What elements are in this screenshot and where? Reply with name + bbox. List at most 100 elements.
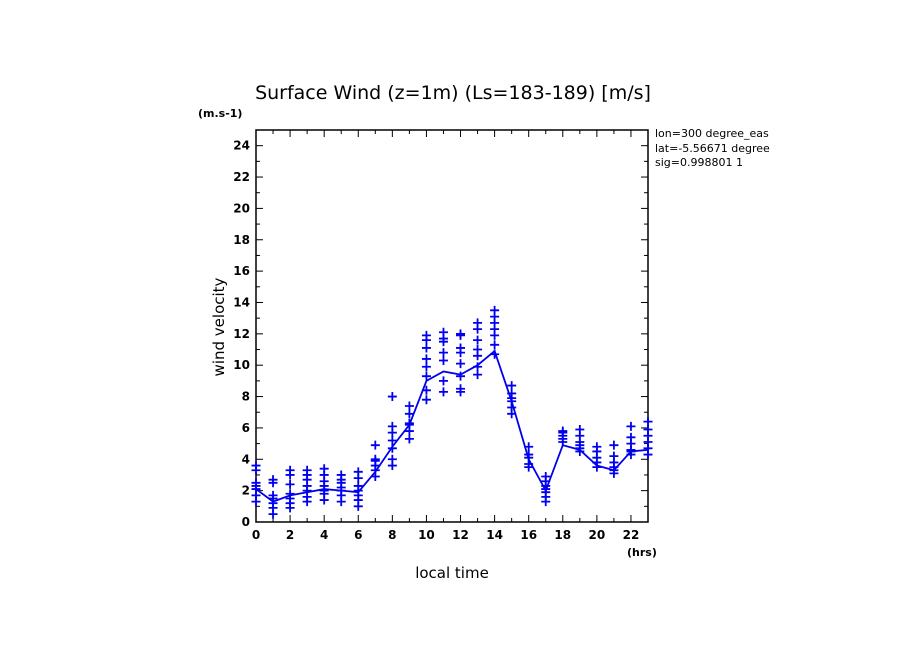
scatter-point	[421, 371, 431, 381]
scatter-point	[507, 381, 517, 391]
scatter-point	[473, 335, 483, 345]
y-tick-label: 10	[233, 358, 250, 372]
x-tick-label: 0	[252, 528, 260, 542]
scatter-point	[353, 481, 363, 491]
y-tick-label: 8	[242, 390, 250, 404]
mean-series-line	[255, 349, 649, 503]
scatter-point	[353, 467, 363, 477]
scatter-point	[575, 424, 585, 434]
x-tick-label: 22	[623, 528, 640, 542]
scatter-point	[404, 418, 414, 428]
x-tick-label: 18	[554, 528, 571, 542]
scatter-point	[473, 318, 483, 328]
scatter-point	[456, 343, 466, 353]
plot-frame	[255, 129, 649, 523]
scatter-point	[370, 454, 380, 464]
scatter-point	[438, 376, 448, 386]
scatter-point	[251, 461, 261, 471]
scatter-point	[626, 432, 636, 442]
x-unit-label: (hrs)	[627, 546, 657, 559]
scatter-point	[456, 384, 466, 394]
scatter-point	[285, 465, 295, 475]
scatter-point	[473, 362, 483, 372]
info-lat: lat=-5.56671 degree	[655, 142, 770, 155]
x-tick-label: 20	[589, 528, 606, 542]
info-text-block: lon=300 degree_eas lat=-5.56671 degree s…	[655, 127, 770, 169]
scatter-point	[490, 349, 500, 359]
scatter-point	[404, 409, 414, 419]
x-tick-label: 12	[452, 528, 469, 542]
scatter-point	[643, 417, 653, 427]
x-axis-label: local time	[415, 564, 489, 582]
x-tick-label: 2	[286, 528, 294, 542]
scatter-point	[490, 305, 500, 315]
chart-title: Surface Wind (z=1m) (Ls=183-189) [m/s]	[255, 82, 651, 104]
scatter-point	[456, 329, 466, 339]
scatter-point	[387, 392, 397, 402]
scatter-point	[285, 479, 295, 489]
scatter-point	[558, 426, 568, 436]
y-tick-label: 6	[242, 421, 250, 435]
y-tick-label: 12	[233, 327, 250, 341]
scatter-point	[319, 464, 329, 474]
scatter-point	[438, 355, 448, 365]
scatter-point	[438, 327, 448, 337]
y-tick-label: 22	[233, 170, 250, 184]
scatter-point	[643, 424, 653, 434]
scatter-point	[507, 388, 517, 398]
scatter-point	[626, 421, 636, 431]
scatter-point	[251, 478, 261, 488]
scatter-point	[421, 354, 431, 364]
scatter-point	[387, 443, 397, 453]
x-tick-label: 8	[388, 528, 396, 542]
scatter-point	[421, 330, 431, 340]
scatter-point	[541, 472, 551, 482]
y-tick-label: 2	[242, 484, 250, 498]
scatter-point	[387, 435, 397, 445]
scatter-point	[524, 450, 534, 460]
info-sig: sig=0.998801 1	[655, 156, 743, 169]
scatter-point	[524, 442, 534, 452]
y-tick-label: 14	[233, 295, 250, 309]
scatter-point	[609, 451, 619, 461]
info-lon: lon=300 degree_eas	[655, 127, 769, 140]
x-tick-label: 14	[486, 528, 503, 542]
scatter-point	[268, 490, 278, 500]
y-tick-label: 4	[242, 452, 250, 466]
scatter-point	[302, 465, 312, 475]
scatter-point	[456, 371, 466, 381]
x-tick-label: 4	[320, 528, 328, 542]
x-tick-label: 6	[354, 528, 362, 542]
scatter-point	[421, 395, 431, 405]
scatter-point	[473, 345, 483, 355]
scatter-point	[609, 440, 619, 450]
y-unit-label: (m.s-1)	[198, 107, 242, 120]
scatter-point	[370, 440, 380, 450]
scatter-point	[387, 454, 397, 464]
scatter-point	[490, 340, 500, 350]
scatter-point	[285, 489, 295, 499]
scatter-point	[404, 401, 414, 411]
scatter-point	[336, 470, 346, 480]
scatter-point	[404, 434, 414, 444]
y-tick-label: 24	[233, 139, 250, 153]
y-axis-label: wind velocity	[210, 277, 228, 376]
scatter-point	[421, 362, 431, 372]
x-tick-label: 16	[520, 528, 537, 542]
scatter-point	[268, 475, 278, 485]
x-tick-label: 10	[418, 528, 435, 542]
y-tick-label: 0	[242, 515, 250, 529]
y-tick-label: 18	[233, 233, 250, 247]
scatter-point	[456, 359, 466, 369]
scatter-point	[421, 343, 431, 353]
scatter-point	[438, 387, 448, 397]
scatter-point	[387, 421, 397, 431]
scatter-point	[473, 370, 483, 380]
scatter-point	[438, 348, 448, 358]
scatter-point	[421, 385, 431, 395]
scatter-point	[592, 442, 602, 452]
y-tick-label: 16	[233, 264, 250, 278]
y-tick-label: 20	[233, 201, 250, 215]
